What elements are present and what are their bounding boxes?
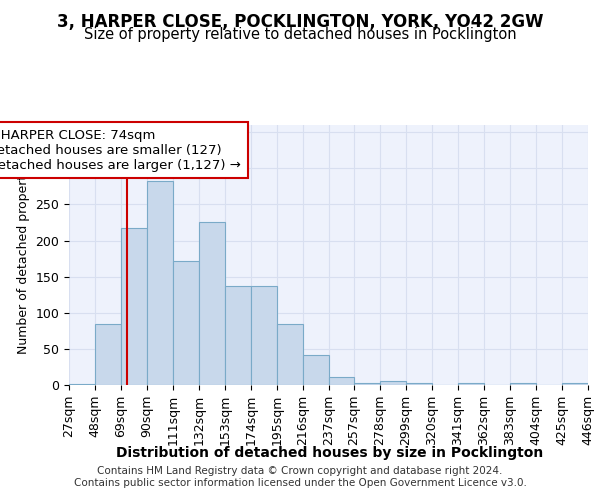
Text: 3, HARPER CLOSE, POCKLINGTON, YORK, YO42 2GW: 3, HARPER CLOSE, POCKLINGTON, YORK, YO42… bbox=[57, 12, 543, 30]
Text: Contains HM Land Registry data © Crown copyright and database right 2024.
Contai: Contains HM Land Registry data © Crown c… bbox=[74, 466, 526, 487]
Bar bbox=[277, 324, 303, 385]
Bar bbox=[303, 356, 329, 385]
Bar bbox=[380, 380, 406, 385]
Bar bbox=[225, 286, 251, 385]
Bar bbox=[173, 261, 199, 385]
Bar bbox=[406, 383, 432, 385]
Bar bbox=[251, 286, 277, 385]
Text: Distribution of detached houses by size in Pocklington: Distribution of detached houses by size … bbox=[116, 446, 544, 460]
Bar bbox=[354, 383, 380, 385]
Bar bbox=[147, 180, 173, 385]
Bar bbox=[69, 384, 95, 385]
Bar bbox=[562, 383, 588, 385]
Bar bbox=[121, 228, 147, 385]
Bar bbox=[95, 324, 121, 385]
Bar bbox=[329, 377, 354, 385]
Bar bbox=[510, 383, 536, 385]
Bar bbox=[199, 222, 225, 385]
Text: Size of property relative to detached houses in Pocklington: Size of property relative to detached ho… bbox=[83, 28, 517, 42]
Text: 3 HARPER CLOSE: 74sqm
← 10% of detached houses are smaller (127)
89% of semi-det: 3 HARPER CLOSE: 74sqm ← 10% of detached … bbox=[0, 129, 241, 172]
Bar bbox=[458, 383, 484, 385]
Y-axis label: Number of detached properties: Number of detached properties bbox=[17, 156, 30, 354]
